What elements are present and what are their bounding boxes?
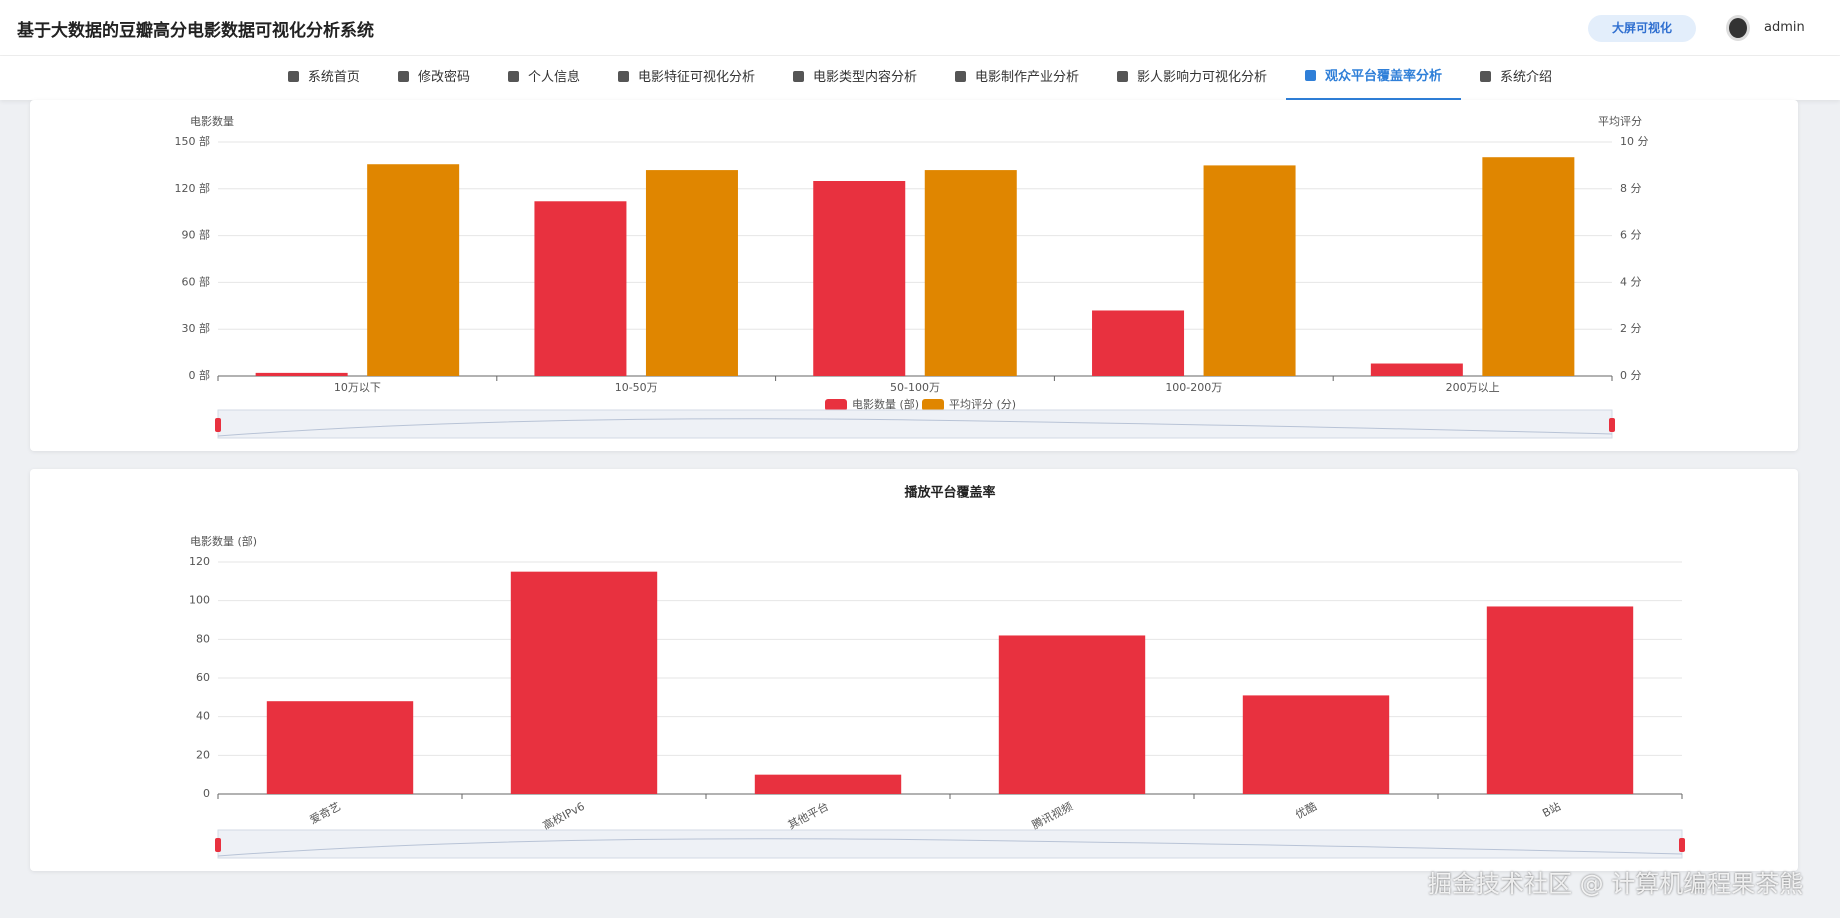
- bar: [266, 701, 414, 794]
- zoom-handle: [215, 838, 221, 852]
- y2-axis-title: 平均评分: [1598, 115, 1642, 128]
- x-tick-label: 高校IPv6: [540, 799, 587, 833]
- y-axis-title: 电影数量: [190, 115, 234, 128]
- zoom-handle: [215, 418, 221, 432]
- watermark: 掘金技术社区 @ 计算机编程果茶熊: [1428, 870, 1804, 898]
- y-tick-label: 120 部: [175, 181, 211, 195]
- y-axis-title: 电影数量 (部): [190, 534, 257, 548]
- nav-bar: 系统首页 修改密码 个人信息 电影特征可视化分析 电影类型内容分析 电影制作产业分析 影人影…: [0, 56, 1840, 100]
- bar: [1203, 165, 1296, 376]
- bar: [924, 170, 1017, 376]
- legend-swatch: [825, 399, 847, 411]
- nav-item[interactable]: 观众平台覆盖率分析: [1286, 56, 1462, 100]
- y2-tick-label: 6 分: [1620, 229, 1642, 242]
- bar: [1242, 695, 1390, 794]
- bar: [510, 571, 658, 794]
- nav-item[interactable]: 影人影响力可视化分析: [1098, 56, 1286, 100]
- x-tick-label: 100-200万: [1165, 381, 1222, 394]
- legend-label: 电影数量 (部): [852, 397, 919, 411]
- y-tick-label: 150 部: [175, 134, 211, 148]
- x-tick-label: 200万以上: [1446, 381, 1500, 394]
- y-tick-label: 0 部: [189, 368, 211, 382]
- y2-tick-label: 2 分: [1620, 322, 1642, 335]
- y-tick-label: 120: [189, 555, 210, 568]
- bar: [1482, 157, 1575, 376]
- nav-item[interactable]: 修改密码: [379, 56, 489, 100]
- x-tick-label: 50-100万: [890, 381, 940, 394]
- bar: [754, 774, 902, 794]
- zoom-preview: [217, 418, 1613, 437]
- y-tick-label: 80: [196, 632, 210, 645]
- x-tick-label: 爱奇艺: [308, 800, 343, 827]
- nav-item[interactable]: 电影特征可视化分析: [599, 56, 774, 100]
- bar: [813, 181, 906, 376]
- y2-tick-label: 0 分: [1620, 369, 1642, 382]
- bar: [998, 635, 1146, 794]
- bar: [1486, 606, 1634, 794]
- nav-item[interactable]: 系统首页: [269, 56, 379, 100]
- x-tick-label: 10万以下: [334, 381, 381, 394]
- legend-label: 平均评分 (分): [949, 398, 1016, 411]
- chart-card: 电影数量 平均评分 0 部 30 部 60 部 90 部 120 部 150 部 0 分 2 分 4…: [30, 100, 1798, 451]
- zoom-preview: [217, 838, 1683, 857]
- bar: [534, 201, 627, 376]
- y-tick-label: 60 部: [182, 274, 211, 288]
- chart-title: 播放平台覆盖率: [904, 485, 995, 501]
- x-tick-label: 其他平台: [785, 799, 830, 832]
- screen-button[interactable]: 大屏可视化: [1588, 15, 1696, 42]
- bar: [255, 372, 348, 376]
- chart-card: 播放平台覆盖率电影数量 (部) 0 20 40 60 80 100 120 爱奇艺 高校IPv6 其…: [30, 469, 1798, 871]
- bar: [367, 164, 460, 376]
- x-tick-label: 10-50万: [615, 381, 658, 394]
- zoom-handle: [1679, 838, 1685, 852]
- y-tick-label: 40: [196, 710, 210, 723]
- app-title: 基于大数据的豆瓣高分电影数据可视化分析系统: [17, 21, 374, 41]
- x-tick-label: B站: [1540, 799, 1563, 820]
- zoom-slider: [217, 409, 1613, 439]
- y-tick-label: 20: [196, 748, 210, 761]
- chart: 电影数量 平均评分 0 部 30 部 60 部 90 部 120 部 150 部 0 分 2 分 4…: [175, 115, 1649, 439]
- y2-tick-label: 10 分: [1620, 135, 1649, 148]
- zoom-handle: [1609, 418, 1615, 432]
- bar: [645, 170, 738, 376]
- y-tick-label: 0: [203, 787, 210, 800]
- bar: [1092, 310, 1185, 376]
- nav-item[interactable]: 系统介绍: [1461, 56, 1571, 100]
- nav-item[interactable]: 电影制作产业分析: [936, 56, 1098, 100]
- avatar[interactable]: [1726, 15, 1750, 41]
- x-tick-label: 优酷: [1293, 800, 1319, 822]
- x-tick-label: 腾讯视频: [1029, 799, 1074, 832]
- nav-item[interactable]: 电影类型内容分析: [774, 56, 936, 100]
- y-tick-label: 90 部: [182, 228, 211, 242]
- user-menu[interactable]: admin: [1764, 20, 1805, 35]
- nav-item[interactable]: 个人信息: [489, 56, 599, 100]
- header: 基于大数据的豆瓣高分电影数据可视化分析系统 大屏可视化 admin: [0, 0, 1840, 56]
- y-tick-label: 60: [196, 671, 210, 684]
- y2-tick-label: 4 分: [1620, 275, 1642, 288]
- y-tick-label: 100: [189, 594, 210, 607]
- bar: [1370, 363, 1463, 376]
- y2-tick-label: 8 分: [1620, 182, 1642, 195]
- legend-swatch: [922, 399, 944, 411]
- y-tick-label: 30 部: [182, 321, 211, 335]
